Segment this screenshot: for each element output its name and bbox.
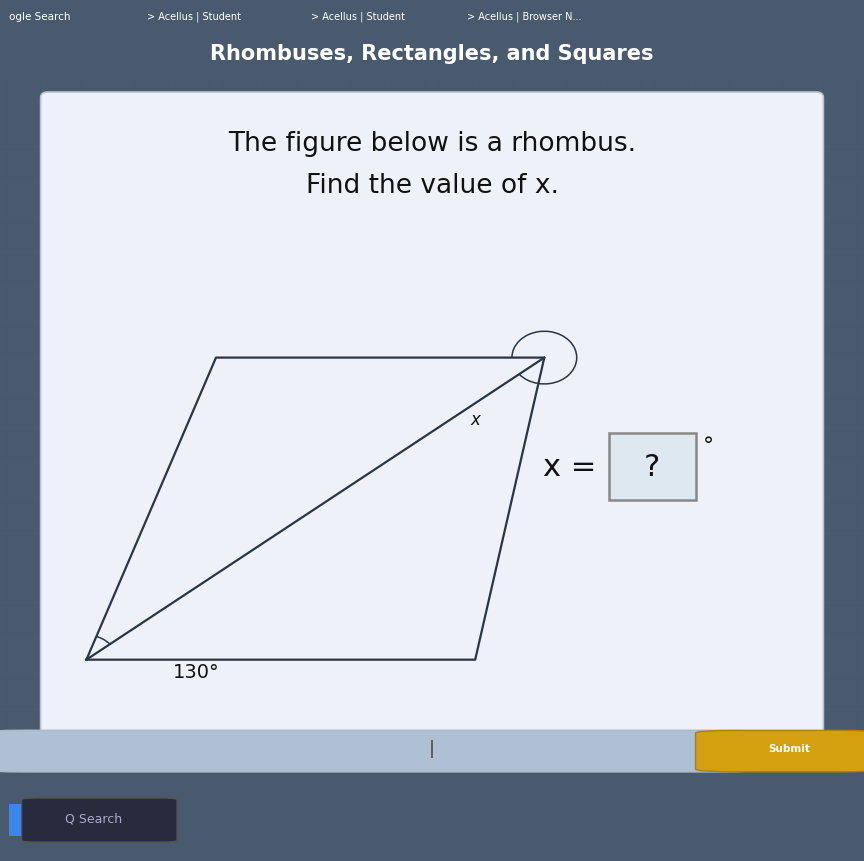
Text: Rhombuses, Rectangles, and Squares: Rhombuses, Rectangles, and Squares	[210, 44, 654, 64]
Text: ?: ?	[645, 453, 660, 481]
Text: Find the value of x.: Find the value of x.	[306, 173, 558, 199]
Text: Q Search: Q Search	[65, 812, 122, 825]
Text: 130°: 130°	[173, 662, 219, 681]
FancyBboxPatch shape	[609, 434, 696, 500]
Text: x: x	[471, 411, 480, 429]
Text: > Acellus | Student: > Acellus | Student	[311, 11, 405, 22]
Text: ogle Search: ogle Search	[9, 11, 70, 22]
Text: The figure below is a rhombus.: The figure below is a rhombus.	[228, 131, 636, 158]
Bar	[9, 804, 30, 837]
Text: |: |	[429, 740, 435, 758]
FancyBboxPatch shape	[22, 798, 177, 842]
Text: > Acellus | Browser N...: > Acellus | Browser N...	[467, 11, 581, 22]
Text: > Acellus | Student: > Acellus | Student	[147, 11, 241, 22]
Text: Submit: Submit	[768, 743, 810, 753]
FancyBboxPatch shape	[696, 730, 864, 772]
Text: °: °	[702, 436, 714, 455]
FancyBboxPatch shape	[0, 730, 760, 772]
FancyBboxPatch shape	[41, 93, 823, 757]
Text: x =: x =	[543, 453, 596, 481]
